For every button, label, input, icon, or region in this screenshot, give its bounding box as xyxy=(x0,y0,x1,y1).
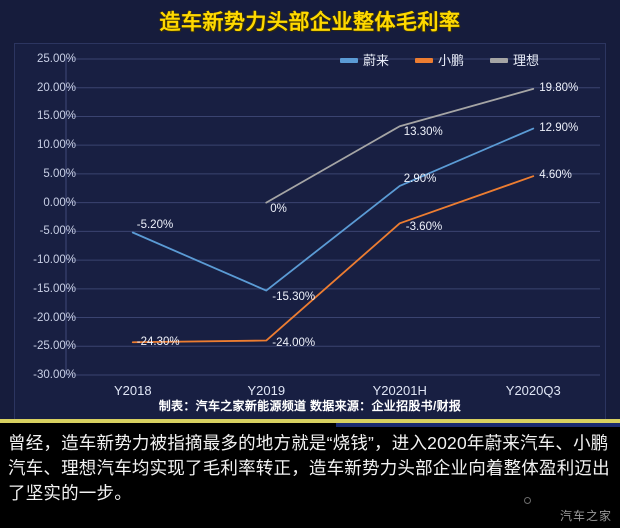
legend-item-蔚来[interactable]: 蔚来 xyxy=(340,54,389,67)
chart-credit: 制表：汽车之家新能源频道 数据来源：企业招股书/财报 xyxy=(158,399,462,413)
chart-svg xyxy=(65,58,600,376)
caption-text: 曾经，造车新势力被指摘最多的地方就是“烧钱”，进入2020年蔚来汽车、小鹏汽车、… xyxy=(8,433,610,503)
y-axis-tick-label: -10.00% xyxy=(33,254,76,267)
legend-swatch-liauto-icon xyxy=(490,57,509,63)
watermark-dot-icon xyxy=(524,497,531,504)
watermark: 汽车之家 xyxy=(559,509,612,523)
data-label-理想: 19.80% xyxy=(539,81,579,94)
data-label-理想: 0% xyxy=(270,202,287,215)
caption-box: 曾经，造车新势力被指摘最多的地方就是“烧钱”，进入2020年蔚来汽车、小鹏汽车、… xyxy=(0,419,620,528)
legend-swatch-nio-icon xyxy=(340,57,358,63)
data-label-理想: 13.30% xyxy=(403,126,443,139)
legend-swatch-xpeng-icon xyxy=(415,57,434,63)
data-label-蔚来: 2.90% xyxy=(403,172,437,185)
chart-plot-area: 25.00% 20.00% 15.00% 10.00% 5.00% 0.00% -5.00%… xyxy=(14,43,606,421)
page-title: 造车新势力头部企业整体毛利率 xyxy=(159,11,461,34)
y-axis-tick-label: -5.00% xyxy=(39,225,76,238)
chart-legend: 蔚来 小鹏 理想 xyxy=(340,49,539,71)
series-line-蔚来 xyxy=(131,127,535,292)
x-axis-tick-label: Y2018 xyxy=(113,383,152,398)
data-label-小鹏: 4.60% xyxy=(539,169,572,182)
y-axis-tick-label: 0.00% xyxy=(43,196,76,209)
data-label-小鹏: -3.60% xyxy=(405,221,443,234)
x-axis: Y2018 Y2019 Y20201H Y2020Q3 xyxy=(14,43,606,421)
y-axis-tick-label: -25.00% xyxy=(33,340,76,353)
legend-label: 小鹏 xyxy=(438,52,465,68)
y-axis-tick-label: 15.00% xyxy=(36,110,76,123)
y-axis-tick-label: 5.00% xyxy=(43,167,76,180)
y-axis-tick-label: -20.00% xyxy=(33,311,76,324)
data-label-小鹏: -24.00% xyxy=(272,336,316,349)
y-axis-tick-label: -15.00% xyxy=(33,282,76,295)
y-axis-tick-label: -30.00% xyxy=(33,369,76,381)
y-axis-tick-label: 10.00% xyxy=(36,139,76,152)
data-label-小鹏: -24.30% xyxy=(136,336,180,349)
legend-item-理想[interactable]: 理想 xyxy=(490,54,539,67)
caption-accent-bar xyxy=(336,423,620,427)
series-line-理想 xyxy=(265,87,535,204)
x-axis-tick-label: Y2019 xyxy=(247,383,286,398)
data-label-layer: -5.20% -15.30% 2.90% 12.90% -24.30% -24.00% -3… xyxy=(14,43,606,421)
series-line-小鹏 xyxy=(131,175,535,344)
chart-panel xyxy=(14,43,606,421)
y-axis-tick-label: 25.00% xyxy=(36,53,76,65)
legend-item-小鹏[interactable]: 小鹏 xyxy=(415,54,464,67)
data-label-蔚来: -15.30% xyxy=(272,290,316,303)
x-axis-tick-label: Y2020Q3 xyxy=(505,383,561,398)
legend-label: 蔚来 xyxy=(363,52,390,68)
data-label-蔚来: 12.90% xyxy=(539,121,579,134)
x-axis-tick-label: Y20201H xyxy=(372,383,427,398)
data-label-蔚来: -5.20% xyxy=(136,218,174,231)
y-axis-tick-label: 20.00% xyxy=(36,81,76,94)
legend-label: 理想 xyxy=(513,52,540,68)
y-axis: 25.00% 20.00% 15.00% 10.00% 5.00% 0.00% -5.00%… xyxy=(14,43,76,421)
